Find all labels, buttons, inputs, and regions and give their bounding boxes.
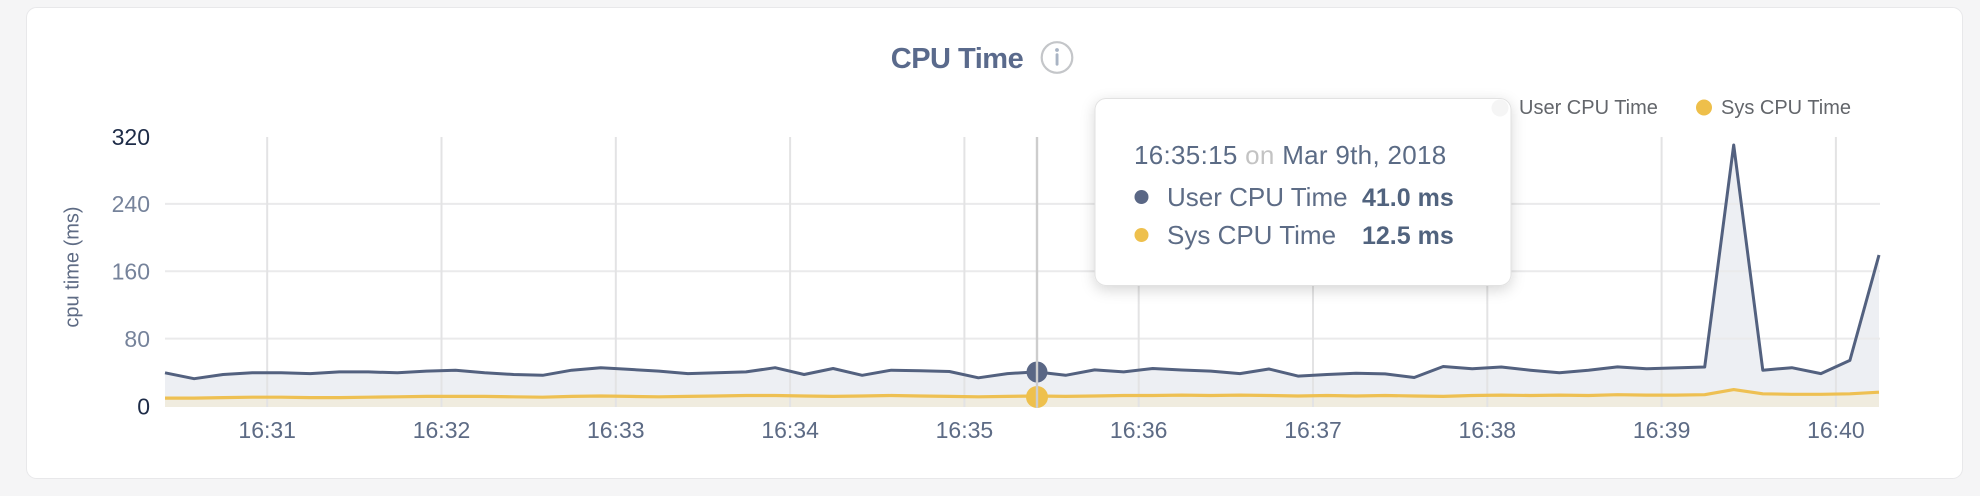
svg-text:16:39: 16:39 — [1633, 417, 1691, 443]
svg-text:0: 0 — [137, 394, 150, 420]
svg-text:240: 240 — [112, 191, 150, 217]
svg-text:16:38: 16:38 — [1459, 417, 1517, 443]
svg-text:16:32: 16:32 — [413, 417, 471, 443]
svg-text:41.0 ms: 41.0 ms — [1362, 184, 1454, 212]
svg-text:Sys CPU Time: Sys CPU Time — [1167, 220, 1336, 250]
svg-text:CPU Time: CPU Time — [891, 43, 1024, 75]
svg-text:16:35: 16:35 — [936, 417, 994, 443]
svg-text:User CPU Time: User CPU Time — [1167, 182, 1348, 212]
svg-text:16:35:15 on Mar 9th, 2018: 16:35:15 on Mar 9th, 2018 — [1134, 140, 1447, 170]
svg-text:User CPU Time: User CPU Time — [1519, 97, 1658, 119]
svg-text:16:37: 16:37 — [1284, 417, 1342, 443]
svg-text:16:40: 16:40 — [1807, 417, 1865, 443]
svg-text:cpu time (ms): cpu time (ms) — [61, 206, 83, 327]
svg-text:80: 80 — [124, 326, 150, 352]
svg-text:16:33: 16:33 — [587, 417, 645, 443]
svg-text:16:36: 16:36 — [1110, 417, 1168, 443]
svg-text:12.5 ms: 12.5 ms — [1362, 222, 1454, 250]
svg-text:320: 320 — [112, 124, 150, 150]
svg-text:16:34: 16:34 — [761, 417, 819, 443]
svg-text:160: 160 — [112, 259, 150, 285]
svg-text:Sys CPU Time: Sys CPU Time — [1721, 97, 1851, 119]
svg-text:16:31: 16:31 — [238, 417, 296, 443]
